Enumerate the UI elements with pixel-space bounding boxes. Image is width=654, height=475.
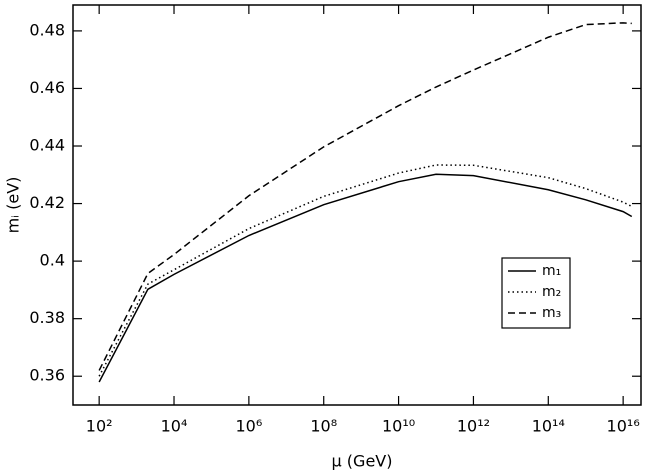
series-line	[98, 173, 633, 383]
y-tick-label: 0.4	[40, 251, 65, 270]
y-tick-label: 0.42	[29, 193, 65, 212]
x-tick-label: 10⁴	[161, 417, 188, 436]
y-tick-label: 0.48	[29, 20, 65, 39]
legend-box	[501, 257, 571, 329]
x-tick-label: 10¹²	[457, 417, 490, 436]
y-tick-label: 0.36	[29, 366, 65, 385]
x-tick-label: 10⁸	[310, 417, 337, 436]
x-tick-label: 10¹⁰	[382, 417, 415, 436]
legend-label: m₂	[542, 284, 561, 300]
y-tick-label: 0.38	[29, 308, 65, 327]
series-line	[98, 164, 633, 377]
legend: m₁ m₂ m₃	[501, 257, 571, 329]
series-line	[98, 22, 632, 371]
legend-label: m₃	[542, 305, 561, 321]
x-tick-label: 10¹⁴	[532, 417, 565, 436]
y-axis-label: mᵢ (eV)	[4, 177, 23, 234]
legend-label: m₁	[542, 263, 561, 279]
plot-frame	[72, 4, 642, 406]
x-tick-label: 10⁶	[235, 417, 262, 436]
y-tick-label: 0.44	[29, 136, 65, 155]
x-tick-label: 10¹⁶	[607, 417, 640, 436]
x-axis-label: μ (GeV)	[332, 452, 393, 471]
y-tick-label: 0.46	[29, 78, 65, 97]
x-tick-label: 10²	[86, 417, 113, 436]
